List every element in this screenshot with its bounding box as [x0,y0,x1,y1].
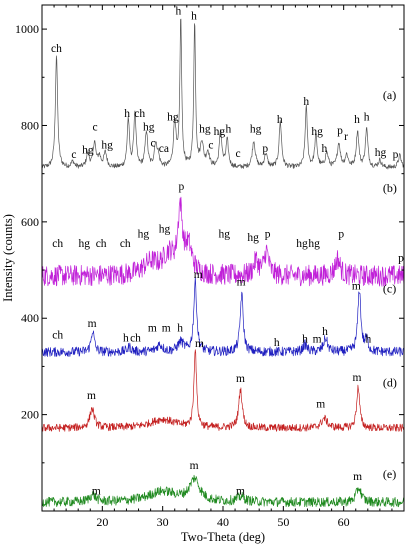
phase-annotation: hg [143,121,155,133]
phase-annotation: h [274,337,280,349]
x-tick-label: 30 [157,515,169,529]
x-tick-label: 50 [277,515,289,529]
phase-annotation: h [354,114,360,126]
y-tick-label: 800 [21,118,39,132]
phase-annotation: m [87,390,96,402]
phase-annotation: h [124,108,130,120]
phase-annotation: p [398,252,404,264]
phase-annotation: hg [296,238,308,250]
phase-annotation: m [237,276,246,288]
phase-annotation: hg [138,228,150,240]
phase-annotation: c [208,140,213,152]
plot-frame [41,4,405,512]
phase-annotation: c [71,149,76,161]
phase-annotation: m [236,486,245,498]
phase-annotation: hg [311,126,323,138]
phase-annotation: m [195,338,204,350]
x-tick-label: 60 [338,515,350,529]
phase-annotation: hg [214,126,226,138]
phase-annotation: m [162,323,171,335]
series-c-label: (c) [383,282,396,296]
phase-annotation: h [364,112,370,124]
y-tick-label: 600 [21,215,39,229]
phase-annotation: h [303,96,309,108]
phase-annotation: hg [159,223,171,235]
phase-annotation: p [393,149,399,161]
phase-annotation: h [302,333,308,345]
series-e-line [41,474,405,508]
x-axis-ticks: 20 30 40 50 60 [53,5,393,529]
phase-annotation: ch [134,108,145,120]
phase-annotation: m [236,373,245,385]
x-axis-label: Two-Theta (deg) [181,530,265,544]
y-tick-label: 400 [21,311,39,325]
phase-annotation: hg [375,147,387,159]
phase-annotation: h [277,114,283,126]
series-b-line [41,196,405,287]
phase-annotation: ch [52,329,63,341]
phase-annotation: hg [218,228,230,240]
y-tick-label: 1000 [15,22,39,36]
phase-annotation: ca [159,143,169,155]
phase-annotation: m [190,460,199,472]
phase-annotation: hg [308,238,320,250]
phase-annotation: p [338,228,344,240]
phase-annotation: m [316,398,325,410]
phase-annotation: ch [51,43,62,55]
x-tick-label: 40 [217,515,229,529]
phase-annotation: m [148,323,157,335]
phase-annotation: m [352,280,361,292]
phase-annotation: hg [199,124,211,136]
phase-annotation: m [313,333,322,345]
phase-annotation: ch [96,238,107,250]
phase-annotation: p [178,181,184,193]
series-c-line [41,276,405,357]
phase-annotation: h [175,6,181,18]
phase-annotation: ch [52,238,63,250]
series-label-layer: (a) (b) (c) (d) (e) [383,88,397,481]
series-d-line [41,349,405,432]
phase-annotation: m [194,269,203,281]
phase-annotation: h [321,143,327,155]
phase-annotation: c [236,148,241,160]
phase-annotation: p [337,125,343,137]
phase-annotation: h [322,326,328,338]
y-axis-ticks: 200 400 600 800 1000 [15,22,404,464]
phase-annotation: h [177,323,183,335]
series-e-label: (e) [383,467,396,481]
phase-annotation: h [123,332,129,344]
phase-annotation: ch [120,238,131,250]
series-a-label: (a) [383,88,396,102]
phase-annotation: hg [247,232,259,244]
phase-annotation: p [265,228,271,240]
phase-annotation: m [352,372,361,384]
y-axis-label: Intensity (counts) [1,214,15,302]
phase-annotation: h [191,10,197,22]
phase-annotation: m [88,318,97,330]
phase-annotation: c [150,138,155,150]
phase-annotation: c [93,121,98,133]
phase-annotation: m [92,486,101,498]
phase-annotation: hg [78,238,90,250]
phase-annotation: m [353,471,362,483]
phase-annotation: hg [250,124,262,136]
phase-annotation: h [366,333,372,345]
phase-annotation: r [344,131,348,143]
series-a-line [41,18,405,170]
x-tick-label: 20 [96,515,108,529]
phase-annotation: hg [101,140,113,152]
series-d-label: (d) [383,376,397,390]
phase-annotation: p [262,143,268,155]
phase-annotation: ch [130,332,141,344]
phase-annotation: hg [82,144,94,156]
y-tick-label: 200 [21,408,39,422]
phase-annotation: hg [167,112,179,124]
series-b-label: (b) [383,181,397,195]
phase-annotation: h [226,124,232,136]
series-layer [41,18,405,508]
